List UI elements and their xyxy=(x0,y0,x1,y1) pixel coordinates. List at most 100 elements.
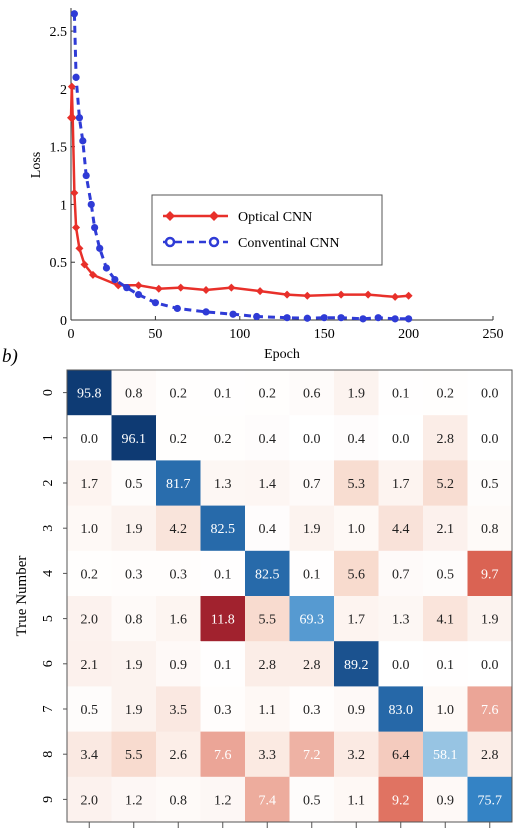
heatmap-cell xyxy=(334,686,379,733)
data-point xyxy=(67,82,76,91)
heatmap-cell xyxy=(156,686,201,733)
heatmap-cell xyxy=(334,641,379,687)
heatmap-cell xyxy=(423,415,468,461)
data-point xyxy=(88,270,97,279)
cell-value: 1.0 xyxy=(81,522,99,537)
heatmap-cell xyxy=(289,776,335,823)
cell-value: 2.0 xyxy=(81,793,99,808)
heatmap-cell xyxy=(289,370,335,416)
heatmap-cell xyxy=(156,596,201,642)
data-point xyxy=(405,315,413,323)
data-point xyxy=(123,284,131,292)
heatmap-cell xyxy=(111,460,157,507)
x-axis-label: Epoch xyxy=(264,347,300,362)
data-point xyxy=(154,284,163,293)
legend-marker xyxy=(208,236,220,248)
cell-value: 1.9 xyxy=(125,703,143,718)
cell-value: 0.6 xyxy=(303,387,321,402)
cell-value: 1.1 xyxy=(348,793,366,808)
heatmap-cell xyxy=(111,550,157,597)
y-tick-label: 0 xyxy=(60,314,67,329)
data-point xyxy=(227,283,236,292)
cell-value: 3.3 xyxy=(259,748,277,763)
row-label: 9 xyxy=(41,796,56,803)
cell-value: 1.0 xyxy=(348,522,366,537)
cell-value: 81.7 xyxy=(166,477,191,492)
data-point xyxy=(229,310,237,318)
cell-value: 1.3 xyxy=(214,477,232,492)
heatmap-cell xyxy=(467,686,513,733)
heatmap-cell xyxy=(378,415,424,461)
heatmap-cell xyxy=(467,370,513,416)
cell-value: 11.8 xyxy=(211,613,235,628)
cell-value: 0.3 xyxy=(303,703,321,718)
heatmap-cell xyxy=(200,641,246,687)
data-point xyxy=(79,137,87,145)
cell-value: 0.3 xyxy=(214,703,232,718)
heatmap-cell xyxy=(467,415,513,461)
heatmap-cell xyxy=(67,550,112,597)
y-axis-label: Loss xyxy=(29,152,44,178)
cell-value: 0.7 xyxy=(392,567,410,582)
cell-value: 7.2 xyxy=(303,748,321,763)
heatmap-cell xyxy=(289,460,335,507)
data-point xyxy=(72,73,80,81)
cell-value: 2.8 xyxy=(481,748,499,763)
data-point xyxy=(87,200,95,209)
data-point xyxy=(337,290,346,299)
cell-value: 0.4 xyxy=(259,522,277,537)
data-point xyxy=(68,113,77,122)
heatmap-cell xyxy=(289,415,335,461)
y-ticks: 0 0.5 1 1.5 2 2.5 xyxy=(50,25,75,329)
data-point xyxy=(75,244,84,253)
cell-value: 3.4 xyxy=(81,748,99,763)
data-point xyxy=(70,188,79,197)
heatmap-cell xyxy=(334,596,379,642)
cell-value: 82.5 xyxy=(211,522,236,537)
cell-value: 4.1 xyxy=(437,613,455,628)
cell-value: 95.8 xyxy=(77,387,102,402)
heatmap-cell xyxy=(423,505,468,552)
cell-value: 83.0 xyxy=(389,703,414,718)
x-tick-label: 200 xyxy=(398,327,419,342)
heatmap-cell xyxy=(245,686,290,733)
cell-value: 0.5 xyxy=(81,703,99,718)
row-label: 6 xyxy=(41,660,56,667)
data-point xyxy=(374,314,382,322)
cell-value: 0.2 xyxy=(170,432,188,447)
data-point xyxy=(320,314,328,322)
heatmap-cell xyxy=(111,596,157,642)
cell-value: 0.2 xyxy=(81,567,99,582)
heatmap-cell xyxy=(200,505,246,552)
heatmap-cell xyxy=(378,776,424,823)
heatmap-cell xyxy=(378,641,424,687)
heatmap-cell xyxy=(200,415,246,461)
heatmap-cell xyxy=(423,460,468,507)
cell-value: 3.2 xyxy=(348,748,366,763)
heatmap-cell xyxy=(423,731,468,778)
legend-marker xyxy=(164,236,176,248)
cell-value: 0.0 xyxy=(81,432,99,447)
cell-value: 5.5 xyxy=(125,748,143,763)
cell-value: 7.6 xyxy=(214,748,232,763)
cell-value: 0.0 xyxy=(392,658,410,673)
heatmap-cell xyxy=(200,596,246,642)
data-point xyxy=(75,114,84,122)
data-point xyxy=(82,171,90,180)
heatmap-cell xyxy=(67,460,112,507)
heatmap-cell xyxy=(289,686,335,733)
cell-value: 1.0 xyxy=(437,703,455,718)
cell-value: 0.8 xyxy=(170,793,188,808)
data-point xyxy=(283,314,291,322)
y-tick-label: 2.5 xyxy=(50,25,68,40)
heatmap-frame xyxy=(66,369,513,823)
cell-value: 1.9 xyxy=(125,522,143,537)
heatmap-cell xyxy=(423,641,468,687)
y-tick-label: 0.5 xyxy=(50,256,68,271)
y-tick-label: 2 xyxy=(60,83,67,98)
heatmap-cell xyxy=(156,731,201,778)
heatmap-cell xyxy=(467,776,513,823)
heatmap-cell xyxy=(467,731,513,778)
